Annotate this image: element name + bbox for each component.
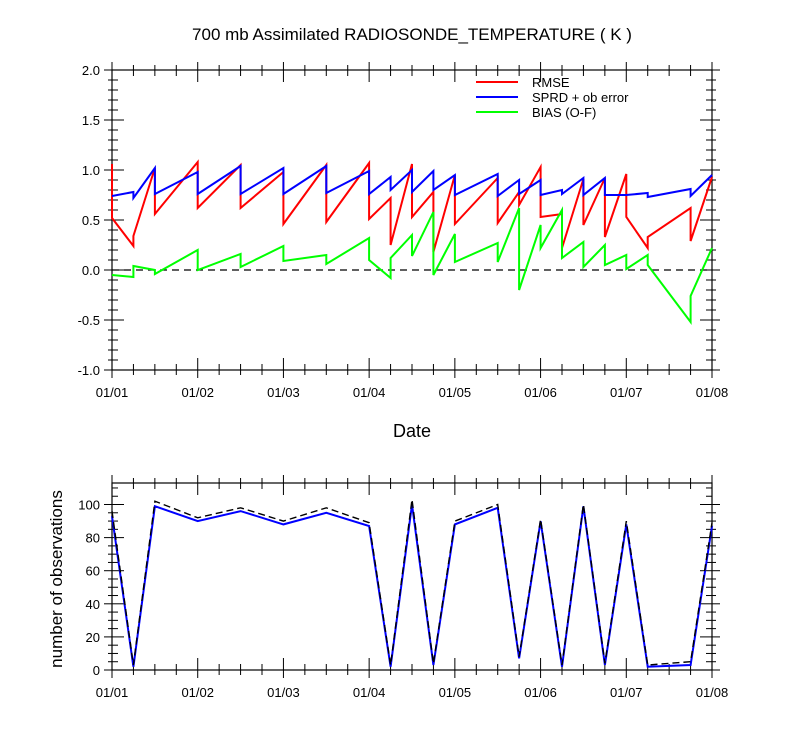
x-axis-label: Date xyxy=(393,421,431,441)
top-x-tick-label: 01/08 xyxy=(696,385,729,400)
bottom-x-tick-label: 01/03 xyxy=(267,685,300,700)
bottom-x-tick-label: 01/07 xyxy=(610,685,643,700)
bottom-x-tick-label: 01/05 xyxy=(439,685,472,700)
bottom-x-tick-label: 01/04 xyxy=(353,685,386,700)
bottom-x-tick-label: 01/02 xyxy=(181,685,214,700)
top-x-tick-label: 01/05 xyxy=(439,385,472,400)
bottom-y-tick-label: 60 xyxy=(86,564,100,579)
bottom-x-tick-label: 01/01 xyxy=(96,685,129,700)
top-x-tick-label: 01/01 xyxy=(96,385,129,400)
bottom-y-tick-label: 80 xyxy=(86,531,100,546)
bottom-panel: 01/01 01/02 01/03 01/04 01/05 01/06 01/07 01/08… xyxy=(78,475,728,700)
top-x-tick-label: 01/03 xyxy=(267,385,300,400)
top-y-tick-label: -0.5 xyxy=(78,313,100,328)
top-y-tick-label: 1.0 xyxy=(82,163,100,178)
bottom-y-tick-label: 0 xyxy=(93,663,100,678)
top-y-tick-label: 1.5 xyxy=(82,113,100,128)
bottom-y-tick-label: 20 xyxy=(86,630,100,645)
bottom-y-tick-label: 40 xyxy=(86,597,100,612)
top-x-tick-label: 01/07 xyxy=(610,385,643,400)
top-panel: 01/01 01/02 01/03 01/04 01/05 01/06 01/07 01/08… xyxy=(78,62,729,400)
top-y-tick-label: 2.0 xyxy=(82,63,100,78)
legend-label: BIAS (O-F) xyxy=(532,105,596,120)
top-series-bias-o-f xyxy=(111,206,713,325)
bottom-y-axis-label: number of observations xyxy=(47,490,66,668)
top-x-tick-label: 01/06 xyxy=(524,385,557,400)
bottom-x-tick-label: 01/06 xyxy=(524,685,557,700)
top-y-tick-label: -1.0 xyxy=(78,363,100,378)
bottom-x-tick-label: 01/08 xyxy=(696,685,729,700)
top-x-tick-label: 01/04 xyxy=(353,385,386,400)
bottom-series-bottom-series-0 xyxy=(111,504,713,668)
bottom-series-bottom-series-1 xyxy=(111,499,713,666)
top-y-tick-label: 0.5 xyxy=(82,213,100,228)
legend-label: SPRD + ob error xyxy=(532,90,629,105)
top-series-sprd-ob-error xyxy=(111,164,713,202)
legend-label: RMSE xyxy=(532,75,570,90)
top-y-tick-label: 0.0 xyxy=(82,263,100,278)
bottom-y-tick-label: 100 xyxy=(78,498,100,513)
top-plot-frame xyxy=(111,69,713,371)
chart-title: 700 mb Assimilated RADIOSONDE_TEMPERATUR… xyxy=(192,25,632,44)
top-x-tick-label: 01/02 xyxy=(181,385,214,400)
